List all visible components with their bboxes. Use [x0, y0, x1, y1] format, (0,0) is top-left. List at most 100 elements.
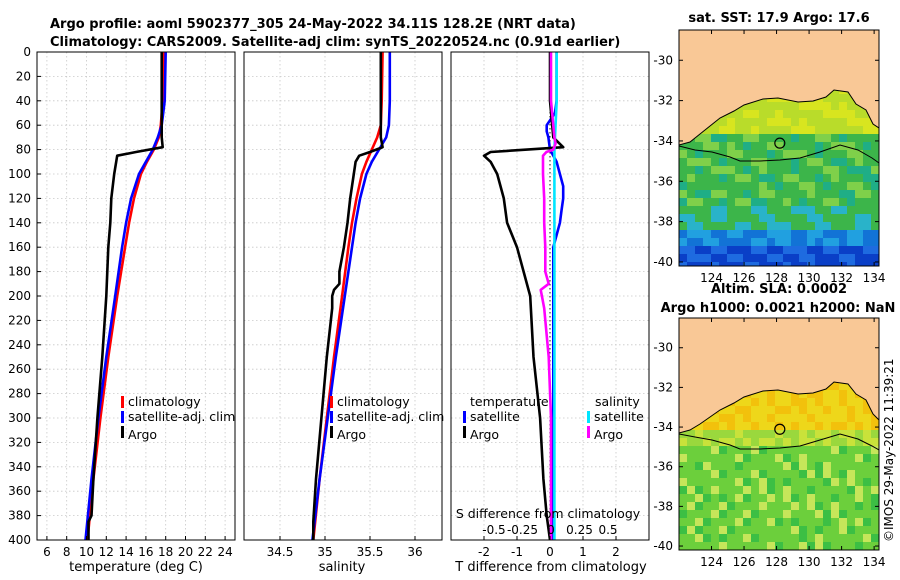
sla-map-image: [679, 318, 879, 550]
heatmap-cell: [679, 438, 687, 446]
heatmap-cell: [839, 158, 847, 166]
heatmap-cell: [799, 110, 807, 118]
heatmap-cell: [855, 414, 863, 422]
heatmap-cell: [783, 150, 791, 158]
heatmap-cell: [695, 134, 703, 142]
heatmap-cell: [767, 158, 775, 166]
heatmap-cell: [871, 142, 879, 150]
salinity-axes-frame: [243, 51, 443, 541]
heatmap-cell: [871, 230, 879, 238]
heatmap-cell: [703, 534, 711, 542]
heatmap-cell: [863, 150, 871, 158]
heatmap-cell: [743, 414, 751, 422]
x-tick-label: 22: [198, 545, 213, 559]
heatmap-cell: [855, 478, 863, 486]
heatmap-cell: [759, 238, 767, 246]
heatmap-cell: [783, 390, 791, 398]
heatmap-cell: [815, 470, 823, 478]
y-tick-label: -30: [653, 53, 673, 67]
heatmap-cell: [855, 206, 863, 214]
heatmap-cell: [839, 534, 847, 542]
heatmap-cell: [751, 486, 759, 494]
y-tick-label: 140: [8, 216, 31, 230]
legend-swatch-climatology: [330, 396, 333, 408]
heatmap-cell: [871, 414, 879, 422]
heatmap-cell: [847, 222, 855, 230]
heatmap-cell: [679, 430, 687, 438]
heatmap-cell: [791, 470, 799, 478]
heatmap-cell: [735, 470, 743, 478]
heatmap-cell: [831, 438, 839, 446]
heatmap-cell: [871, 494, 879, 502]
heatmap-cell: [847, 414, 855, 422]
heatmap-cell: [791, 438, 799, 446]
heatmap-cell: [703, 126, 711, 134]
heatmap-cell: [711, 222, 719, 230]
heatmap-cell: [863, 478, 871, 486]
heatmap-cell: [695, 430, 703, 438]
heatmap-cell: [791, 446, 799, 454]
heatmap-cell: [799, 406, 807, 414]
heatmap-cell: [815, 526, 823, 534]
heatmap-cell: [799, 166, 807, 174]
heatmap-cell: [815, 518, 823, 526]
heatmap-cell: [815, 438, 823, 446]
heatmap-cell: [871, 262, 879, 266]
heatmap-cell: [831, 510, 839, 518]
heatmap-cell: [839, 126, 847, 134]
heatmap-cell: [855, 190, 863, 198]
legend-label-t-satellite: satellite: [470, 409, 520, 424]
heatmap-cell: [775, 198, 783, 206]
heatmap-cell: [759, 438, 767, 446]
heatmap-cell: [847, 406, 855, 414]
heatmap-cell: [695, 158, 703, 166]
heatmap-cell: [695, 222, 703, 230]
series-line-t-argo: [482, 52, 565, 541]
heatmap-cell: [735, 246, 743, 254]
heatmap-cell: [807, 182, 815, 190]
series-line-s-satellite: [553, 52, 559, 540]
heatmap-cell: [855, 462, 863, 470]
heatmap-cell: [727, 406, 735, 414]
sst-map-image: [679, 30, 879, 266]
heatmap-cell: [815, 262, 823, 266]
legend-label-argo: Argo: [337, 427, 366, 442]
heatmap-cell: [791, 142, 799, 150]
heatmap-cell: [703, 150, 711, 158]
heatmap-cell: [759, 198, 767, 206]
heatmap-cell: [863, 214, 871, 222]
heatmap-cell: [775, 414, 783, 422]
heatmap-cell: [759, 478, 767, 486]
figure-title-line1: Argo profile: aoml 5902377_305 24-May-20…: [50, 17, 576, 32]
heatmap-cell: [727, 214, 735, 222]
heatmap-cell: [695, 238, 703, 246]
sst-map-title: sat. SST: 17.9 Argo: 17.6: [688, 11, 869, 26]
heatmap-cell: [871, 462, 879, 470]
heatmap-cell: [759, 262, 767, 266]
heatmap-cell: [695, 422, 703, 430]
heatmap-cell: [847, 446, 855, 454]
heatmap-cell: [783, 470, 791, 478]
heatmap-cell: [743, 470, 751, 478]
heatmap-cell: [687, 502, 695, 510]
heatmap-cell: [863, 422, 871, 430]
heatmap-cell: [831, 190, 839, 198]
heatmap-cell: [791, 198, 799, 206]
heatmap-cell: [679, 150, 687, 158]
heatmap-cell: [695, 214, 703, 222]
heatmap-cell: [679, 486, 687, 494]
x-tick-label: 6: [43, 545, 51, 559]
heatmap-cell: [719, 534, 727, 542]
heatmap-cell: [687, 150, 695, 158]
heatmap-cell: [775, 118, 783, 126]
s-diff-tick-label: 0.5: [598, 523, 617, 537]
heatmap-cell: [751, 430, 759, 438]
heatmap-cell: [799, 398, 807, 406]
heatmap-cell: [847, 438, 855, 446]
heatmap-cell: [791, 126, 799, 134]
heatmap-cell: [831, 494, 839, 502]
y-tick-label: 260: [8, 362, 31, 376]
heatmap-cell: [855, 446, 863, 454]
heatmap-cell: [847, 110, 855, 118]
heatmap-cell: [703, 166, 711, 174]
